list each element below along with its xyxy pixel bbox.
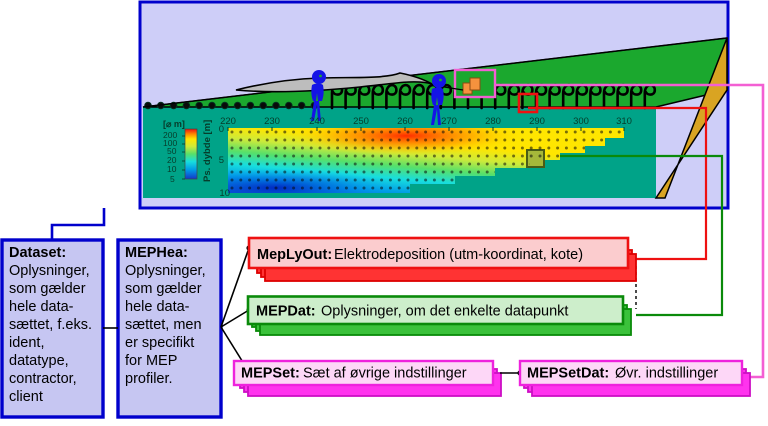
svg-text:som gælder: som gælder [125,281,202,297]
svg-text:Oplysninger,: Oplysninger, [9,263,90,279]
svg-text:10: 10 [167,164,177,174]
svg-text:10: 10 [219,188,230,199]
svg-text:sættet, f.eks.: sættet, f.eks. [9,317,92,333]
svg-text:Dataset:: Dataset: [9,245,66,261]
svg-text:hele data-: hele data- [9,299,74,315]
svg-text:310: 310 [616,116,632,127]
svg-text:profiler.: profiler. [125,371,173,387]
svg-text:ident,: ident, [9,335,44,351]
svg-text:client: client [9,389,43,405]
svg-text:250: 250 [353,116,369,127]
svg-text:0: 0 [219,124,224,135]
svg-text:[⌀ m]: [⌀ m] [163,119,185,129]
svg-text:MEPHea:: MEPHea: [125,245,188,261]
svg-text:Ps. dybde [m]: Ps. dybde [m] [202,120,213,182]
svg-text:5: 5 [170,174,175,184]
svg-text:for MEP: for MEP [125,353,177,369]
svg-text:MEPSet:: MEPSet: [241,366,300,382]
svg-text:MepLyOut:: MepLyOut: [257,247,332,263]
svg-text:230: 230 [264,116,280,127]
svg-text:270: 270 [441,116,457,127]
svg-text:hele data-: hele data- [125,299,190,315]
svg-text:MEPSetDat:: MEPSetDat: [527,366,609,382]
svg-text:contractor,: contractor, [9,371,77,387]
svg-text:sættet, men: sættet, men [125,317,202,333]
svg-text:5: 5 [219,155,224,166]
svg-text:Øvr. indstillinger: Øvr. indstillinger [615,366,718,382]
svg-text:Elektrodeposition (utm-koordin: Elektrodeposition (utm-koordinat, kote) [334,247,583,263]
svg-text:Oplysninger, om det enkelte da: Oplysninger, om det enkelte datapunkt [321,304,568,320]
svg-text:240: 240 [309,116,325,127]
svg-text:290: 290 [529,116,545,127]
svg-text:er specifikt: er specifikt [125,335,194,351]
svg-text:som gælder: som gælder [9,281,86,297]
svg-text:280: 280 [485,116,501,127]
svg-text:datatype,: datatype, [9,353,69,369]
svg-text:MEPDat:: MEPDat: [256,304,316,320]
svg-text:Sæt af øvrige indstillinger: Sæt af øvrige indstillinger [303,366,467,382]
svg-text:Oplysninger,: Oplysninger, [125,263,206,279]
svg-text:300: 300 [573,116,589,127]
svg-text:260: 260 [397,116,413,127]
